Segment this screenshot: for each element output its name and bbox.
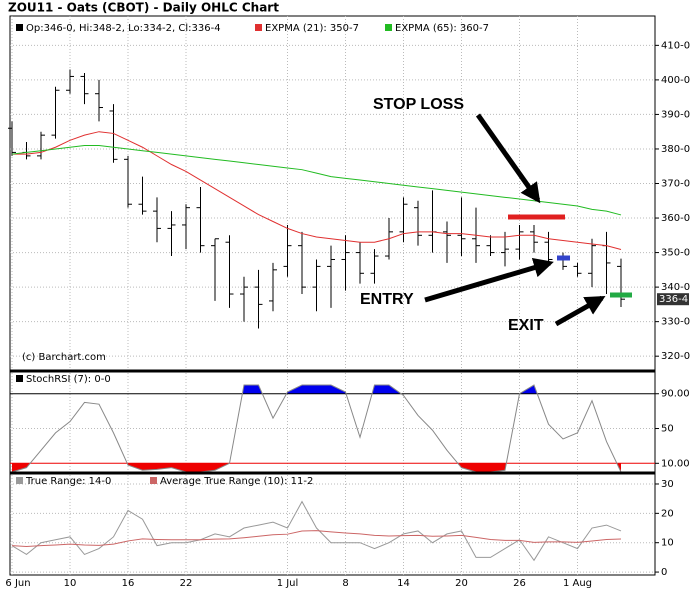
arrow <box>554 295 606 327</box>
y-tick-label: 350-0 <box>661 248 690 259</box>
ema-line <box>12 131 622 250</box>
last-price-label: 336-4 <box>659 294 688 305</box>
series-line <box>11 384 622 473</box>
legend-label: EXPMA (21): 350-7 <box>265 23 359 34</box>
y-tick-label: 90.00 <box>661 389 690 400</box>
arrow <box>475 113 541 204</box>
y-tick-label: 340-0 <box>661 282 690 293</box>
legend-swatch <box>150 477 157 484</box>
overbought-fill <box>12 385 621 394</box>
x-tick-label: 14 <box>397 578 410 589</box>
legend-swatch <box>385 24 392 31</box>
legend-swatch <box>255 24 262 31</box>
x-tick-label: 8 <box>342 578 348 589</box>
y-tick-label: 50 <box>661 424 674 435</box>
x-tick-label: 6 Jun <box>5 578 30 589</box>
legend-label: EXPMA (65): 360-7 <box>395 23 489 34</box>
credit: (c) Barchart.com <box>22 352 106 363</box>
x-tick-label: 1 Jul <box>277 578 299 589</box>
x-tick-label: 22 <box>180 578 193 589</box>
legend-label: Average True Range (10): 11-2 <box>160 476 313 487</box>
annotation: EXIT <box>508 317 544 334</box>
x-tick-label: 16 <box>122 578 135 589</box>
y-tick-label: 400-0 <box>661 75 690 86</box>
series-line <box>11 530 622 548</box>
arrow <box>424 257 554 303</box>
y-tick-label: 320-0 <box>661 351 690 362</box>
ema-line <box>11 145 622 216</box>
series-line <box>11 500 622 562</box>
legend-label: Op:346-0, Hi:348-2, Lo:334-2, Cl:336-4 <box>26 23 221 34</box>
y-tick-label: 20 <box>661 508 674 519</box>
y-tick-label: 30 <box>661 479 674 490</box>
y-tick-label: 370-0 <box>661 179 690 190</box>
legend-swatch <box>16 375 23 382</box>
x-tick-label: 1 Aug <box>563 578 592 589</box>
chart-title: ZOU11 - Oats (CBOT) - Daily OHLC Chart <box>8 1 279 15</box>
legend-swatch <box>16 24 23 31</box>
x-tick-label: 26 <box>513 578 526 589</box>
chart-layer: 6 Jun 10 16 22 1 Jul 8 14 20 26 1 Aug 320-0 330-0 34… <box>5 16 690 589</box>
y-tick-label: 410-0 <box>661 40 690 51</box>
x-tick-label: 20 <box>455 578 468 589</box>
y-tick-label: 330-0 <box>661 317 690 328</box>
plot-frame <box>9 15 656 576</box>
y-tick-label: 380-0 <box>661 144 690 155</box>
annotation: STOP LOSS <box>373 96 464 113</box>
y-tick-label: 10 <box>661 538 674 549</box>
x-tick-label: 10 <box>64 578 77 589</box>
legend-label: StochRSI (7): 0-0 <box>26 374 111 385</box>
y-tick-label: 10.00 <box>661 458 690 469</box>
y-tick-label: 0 <box>661 567 667 578</box>
legend-label: True Range: 14-0 <box>25 476 111 487</box>
legend-swatch <box>16 477 23 484</box>
y-tick-label: 390-0 <box>661 109 690 120</box>
y-tick-label: 360-0 <box>661 213 690 224</box>
last-price-box <box>657 293 689 306</box>
annotation: ENTRY <box>360 291 414 308</box>
